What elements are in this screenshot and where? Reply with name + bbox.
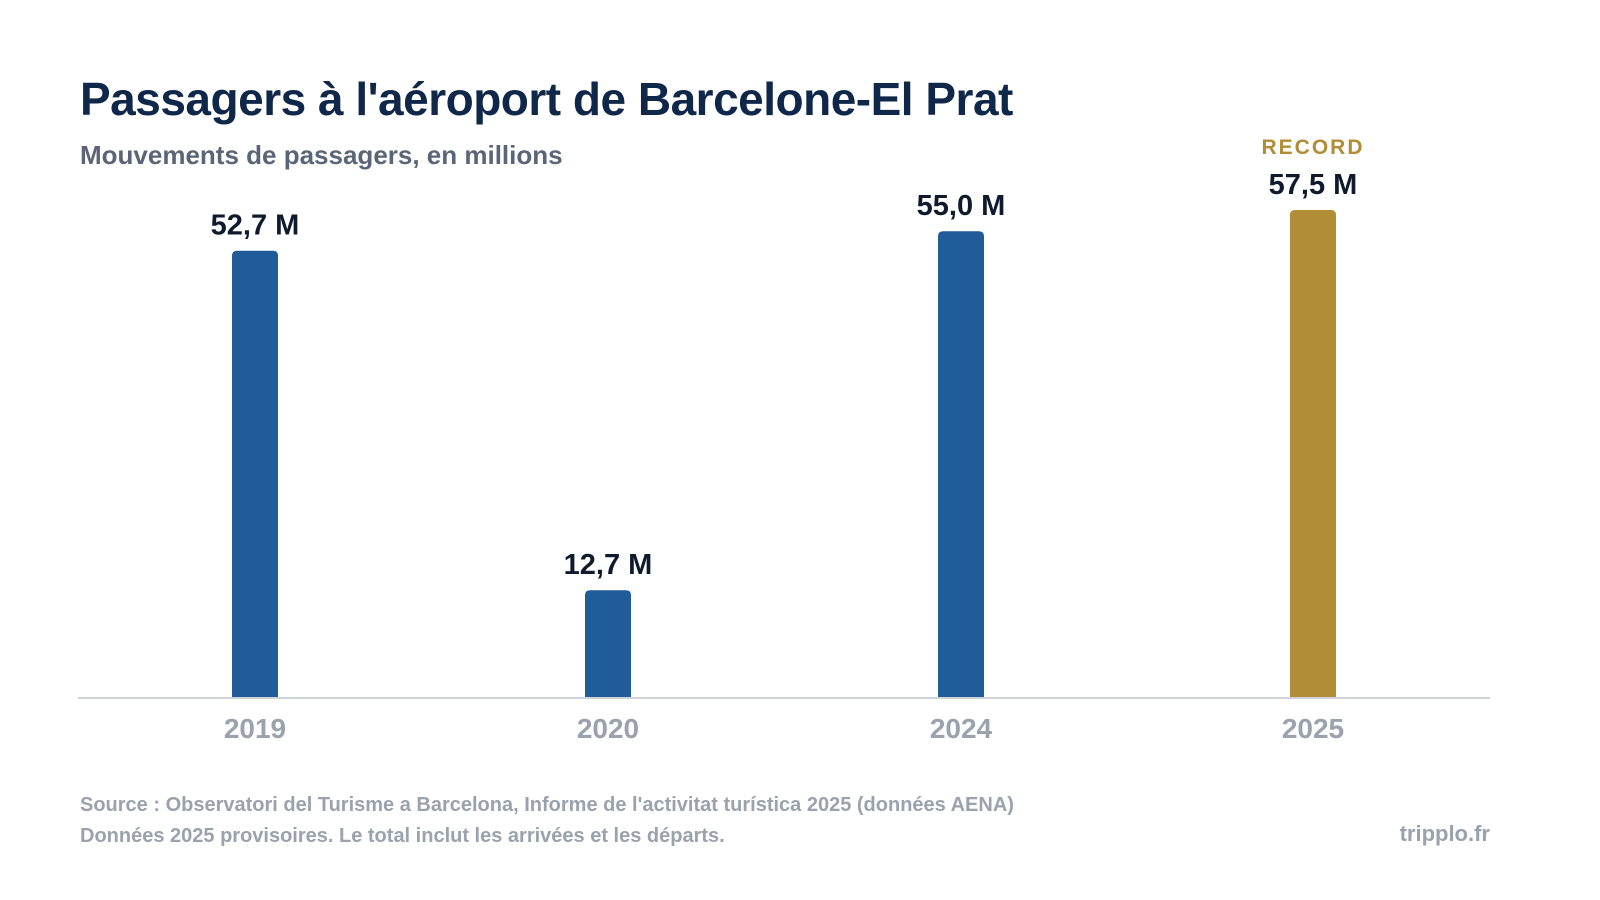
- bar-2020: [585, 590, 631, 698]
- note-line: Données 2025 provisoires. Le total inclu…: [80, 825, 725, 847]
- bar-2025: [1290, 210, 1336, 698]
- source-line: Source : Observatori del Turisme a Barce…: [80, 794, 1014, 816]
- record-annotation: RECORD: [1261, 136, 1364, 159]
- x-tick-label-2024: 2024: [930, 713, 993, 744]
- data-label-2019: 52,7 M: [211, 210, 300, 242]
- source-note: Source : Observatori del Turisme a Barce…: [80, 790, 1014, 852]
- bar-2019: [232, 250, 278, 698]
- x-tick-label-2020: 2020: [577, 713, 639, 744]
- bar-2024: [938, 231, 984, 698]
- brand-link[interactable]: tripplo.fr: [1399, 821, 1490, 846]
- x-tick-label-2025: 2025: [1282, 713, 1344, 744]
- data-label-2025: 57,5 M: [1269, 169, 1358, 201]
- chart-subtitle: Mouvements de passagers, en millions: [80, 140, 563, 170]
- chart-title: Passagers à l'aéroport de Barcelone-El P…: [80, 73, 1013, 125]
- x-tick-label-2019: 2019: [224, 713, 286, 744]
- data-label-2020: 12,7 M: [564, 549, 653, 581]
- data-label-2024: 55,0 M: [917, 190, 1006, 222]
